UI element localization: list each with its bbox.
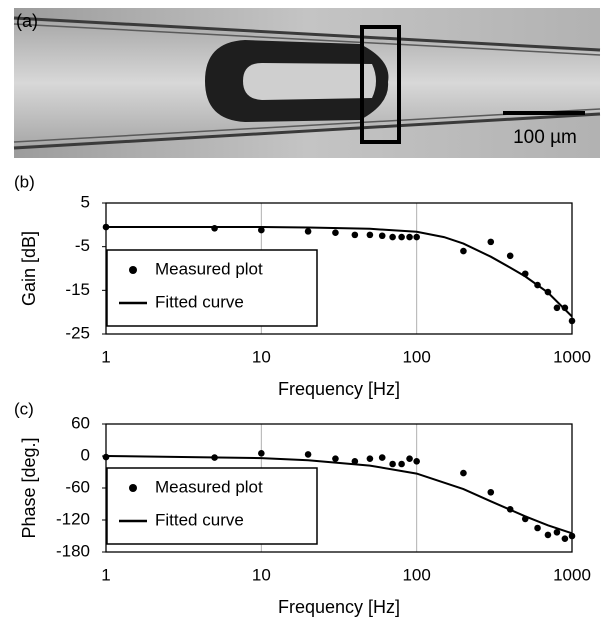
data-point bbox=[258, 450, 265, 457]
data-point bbox=[413, 233, 420, 241]
panel-label: (c) bbox=[14, 399, 34, 418]
data-point bbox=[332, 455, 339, 462]
data-point bbox=[487, 238, 495, 246]
y-axis-title: Gain [dB] bbox=[19, 231, 39, 306]
legend-marker bbox=[129, 484, 137, 492]
data-point bbox=[553, 528, 561, 536]
x-tick-label: 1000 bbox=[553, 347, 591, 366]
data-point bbox=[332, 229, 339, 236]
legend-label: Fitted curve bbox=[155, 292, 244, 311]
data-point bbox=[568, 532, 576, 540]
chart: (c) 1 10 100 1000 60 0 -60 -120 -180 Frequency [Hz… bbox=[14, 399, 591, 616]
data-point bbox=[389, 460, 396, 468]
pipette-wall bbox=[13, 108, 601, 143]
data-point bbox=[398, 460, 405, 468]
data-point bbox=[378, 232, 386, 240]
x-tick-label: 1 bbox=[101, 347, 110, 366]
y-tick-label: 60 bbox=[71, 413, 90, 432]
x-tick-label: 1000 bbox=[553, 565, 591, 584]
data-point bbox=[351, 231, 359, 239]
chart: (b) 1 10 100 1000 5 -5 -15 -25 Frequency [Hz] Gain… bbox=[14, 172, 591, 398]
y-tick-label: -180 bbox=[56, 541, 90, 560]
data-point bbox=[544, 531, 552, 539]
y-tick-label: 0 bbox=[81, 445, 90, 464]
data-point bbox=[258, 226, 265, 234]
x-axis-title: Frequency [Hz] bbox=[278, 597, 400, 617]
data-point bbox=[506, 252, 514, 260]
data-point bbox=[534, 524, 541, 532]
region-box bbox=[360, 25, 401, 144]
data-point bbox=[304, 228, 312, 235]
droplet-core bbox=[243, 63, 376, 100]
fitted-line bbox=[106, 226, 573, 318]
x-tick-label: 1 bbox=[101, 565, 110, 584]
data-point bbox=[389, 233, 396, 241]
legend-marker bbox=[129, 266, 137, 274]
x-tick-label: 10 bbox=[252, 347, 271, 366]
data-point bbox=[102, 453, 110, 461]
legend-label: Measured plot bbox=[155, 477, 263, 496]
data-point bbox=[351, 458, 359, 465]
panel-label: (a) bbox=[16, 11, 38, 31]
y-tick-label: -5 bbox=[75, 236, 90, 255]
y-tick-label: -120 bbox=[56, 509, 90, 528]
pipette-wall bbox=[13, 16, 601, 52]
legend-box bbox=[106, 249, 318, 327]
y-tick-label: -60 bbox=[65, 477, 90, 496]
data-point bbox=[561, 304, 569, 312]
data-point bbox=[406, 455, 413, 462]
fitted-line bbox=[105, 455, 573, 535]
x-axis-title: Frequency [Hz] bbox=[278, 379, 400, 399]
y-axis-title: Phase [deg.] bbox=[19, 437, 39, 538]
panel-label: (b) bbox=[14, 172, 35, 191]
data-point bbox=[304, 451, 312, 458]
pipette-wall bbox=[13, 23, 601, 56]
x-tick-label: 100 bbox=[402, 347, 430, 366]
data-point bbox=[406, 233, 413, 241]
data-point bbox=[460, 247, 467, 255]
x-tick-label: 100 bbox=[402, 565, 430, 584]
y-tick-label: 5 bbox=[81, 192, 90, 211]
data-point bbox=[561, 535, 569, 542]
data-point bbox=[378, 454, 386, 461]
micrograph: 100 µm (a) bbox=[13, 8, 601, 158]
plot-frame bbox=[105, 202, 573, 335]
legend-label: Measured plot bbox=[155, 259, 263, 278]
legend-box bbox=[106, 467, 318, 545]
data-point bbox=[366, 231, 374, 239]
legend-label: Fitted curve bbox=[155, 510, 244, 529]
data-point bbox=[460, 469, 467, 477]
data-point bbox=[366, 455, 374, 462]
y-tick-label: -25 bbox=[65, 323, 90, 342]
scale-bar-label: 100 µm bbox=[513, 127, 577, 148]
y-tick-label: -15 bbox=[65, 280, 90, 299]
plot-frame bbox=[105, 423, 573, 553]
data-point bbox=[553, 304, 561, 312]
data-point bbox=[487, 488, 495, 496]
x-tick-label: 10 bbox=[252, 565, 271, 584]
data-point bbox=[398, 233, 405, 241]
data-point bbox=[413, 458, 420, 465]
data-point bbox=[568, 317, 576, 325]
pipette-wall bbox=[13, 112, 601, 150]
